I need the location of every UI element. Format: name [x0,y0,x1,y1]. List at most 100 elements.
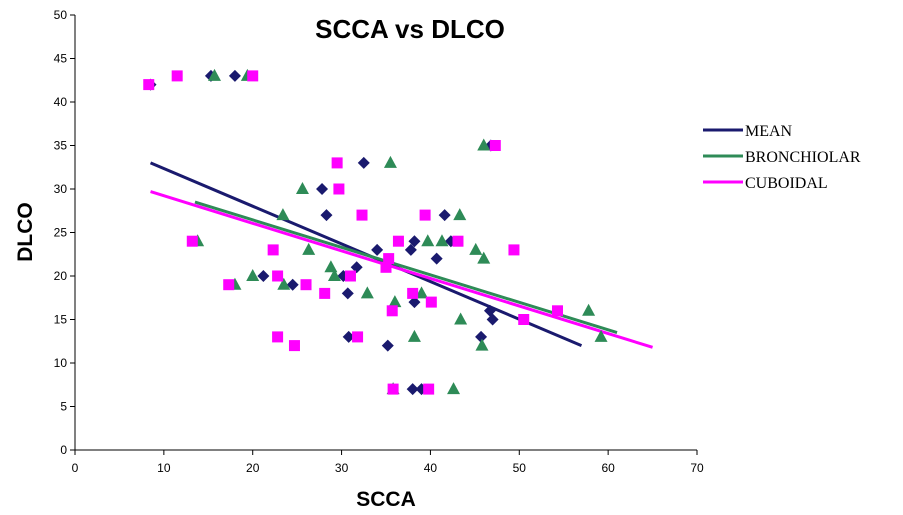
data-point-cuboidal [352,331,364,343]
data-point-cuboidal [171,70,183,82]
data-point-bronchiolar [327,269,341,281]
y-tick-label: 10 [54,356,68,370]
legend: MEAN BRONCHIOLAR CUBOIDAL [703,123,861,192]
x-tick-label: 0 [72,461,79,475]
data-point-cuboidal [272,331,284,343]
data-point-mean [381,339,394,352]
x-tick-label: 20 [246,461,260,475]
chart-title: SCCA vs DLCO [315,14,505,44]
data-point-bronchiolar [302,242,316,255]
data-point-cuboidal [247,70,259,82]
y-tick-label: 20 [54,269,68,283]
data-point-cuboidal [223,279,235,291]
data-point-bronchiolar [421,234,435,247]
data-point-cuboidal [489,140,501,151]
data-point-bronchiolar [469,242,483,255]
x-tick-label: 50 [513,461,527,475]
legend-label: MEAN [745,123,793,140]
data-point-cuboidal [387,383,399,395]
data-point-cuboidal [551,305,563,317]
legend-label: CUBOIDAL [745,175,828,192]
legend-item-cuboidal: CUBOIDAL [703,175,828,192]
data-point-bronchiolar [447,382,461,395]
data-point-mean [404,243,417,256]
data-point-bronchiolar [246,269,260,281]
data-point-cuboidal [331,157,343,169]
data-point-bronchiolar [582,303,596,316]
x-axis-title: SCCA [356,488,416,511]
y-tick-label: 30 [54,182,68,196]
data-point-mean [430,252,443,265]
x-tick-label: 60 [601,461,615,475]
data-point-bronchiolar [277,277,291,290]
data-point-bronchiolar [383,155,397,168]
data-point-bronchiolar [407,329,421,342]
x-tick-label: 30 [335,461,349,475]
data-point-cuboidal [407,287,419,299]
x-tick-label: 70 [690,461,704,475]
trendline-cuboidal [150,190,654,349]
data-point-bronchiolar [477,251,491,264]
data-point-cuboidal [143,79,155,91]
data-point-mean [350,261,363,274]
y-tick-label: 0 [60,443,67,457]
data-point-bronchiolar [276,208,290,221]
data-point-mean [228,69,241,82]
y-tick-label: 15 [54,313,68,327]
data-point-cuboidal [319,287,331,299]
data-point-cuboidal [508,244,520,256]
data-point-cuboidal [356,209,368,221]
y-tick-label: 50 [54,8,68,22]
data-point-bronchiolar [454,312,468,325]
data-point-cuboidal [333,183,345,195]
data-point-cuboidal [452,235,464,247]
data-point-bronchiolar [594,329,608,342]
data-point-cuboidal [419,209,431,221]
y-tick-label: 35 [54,139,68,153]
y-axis-title: DLCO [14,202,37,262]
data-point-bronchiolar [415,286,429,299]
x-tick-label: 10 [157,461,171,475]
data-point-cuboidal [272,270,284,282]
series-mean [144,69,499,396]
data-point-mean [486,313,499,326]
data-point-mean [408,296,421,309]
trendline-bronchiolar [194,200,618,334]
data-point-bronchiolar [453,208,467,221]
x-tick-label: 40 [424,461,438,475]
data-point-bronchiolar [477,138,491,151]
legend-label: BRONCHIOLAR [745,149,861,166]
data-point-cuboidal [380,261,392,273]
y-tick-label: 25 [54,226,68,240]
data-point-mean [371,243,384,256]
data-point-bronchiolar [435,234,449,247]
data-point-mean [475,330,488,343]
data-point-bronchiolar [208,68,222,81]
y-tick-label: 45 [54,52,68,66]
data-point-bronchiolar [295,182,309,194]
series-cuboidal [143,70,563,395]
y-tick-label: 5 [60,400,67,414]
data-point-bronchiolar [388,295,402,308]
data-points [143,68,608,396]
data-point-mean [257,270,270,282]
data-point-mean [438,209,451,222]
y-tick-label: 40 [54,95,68,109]
data-point-mean [316,183,329,195]
data-point-mean [342,330,355,343]
data-point-mean [341,287,354,300]
data-point-cuboidal [386,305,398,317]
data-point-bronchiolar [475,338,489,351]
data-point-mean [483,304,496,317]
data-point-cuboidal [425,296,437,308]
data-point-mean [406,383,419,396]
data-point-cuboidal [392,235,404,247]
axes: 0 5 10 15 20 25 30 35 40 45 50 0 10 20 30 40 50 60 70 [54,8,704,475]
data-point-bronchiolar [324,260,338,273]
data-point-cuboidal [288,340,300,352]
data-point-cuboidal [267,244,279,256]
data-point-mean [286,278,299,291]
data-point-cuboidal [186,235,198,247]
data-point-cuboidal [300,279,312,291]
data-point-cuboidal [383,253,395,265]
